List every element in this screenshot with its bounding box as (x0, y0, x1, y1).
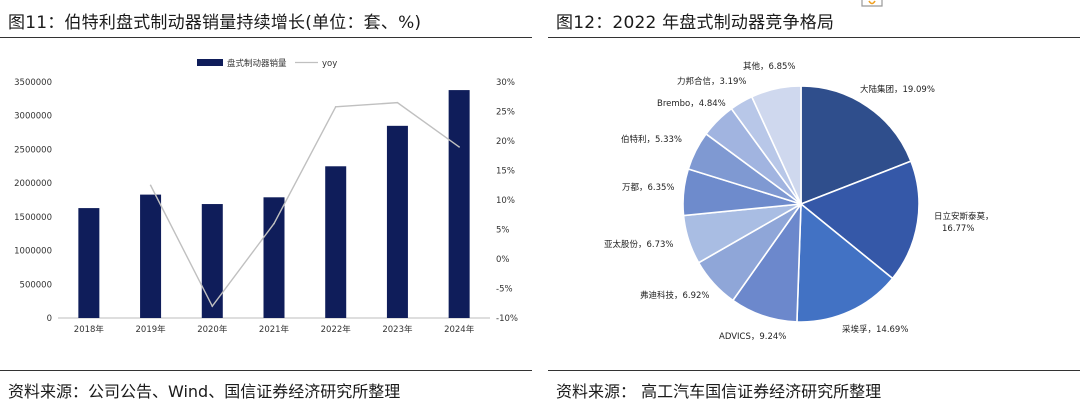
x-tick-label: 2020年 (197, 324, 228, 335)
x-tick-label: 2022年 (321, 324, 352, 335)
legend-bar-label: 盘式制动器销量 (227, 58, 287, 69)
pie-slice (800, 85, 912, 206)
pie-slice-label: 其他，6.85% (743, 61, 796, 72)
pie-slice-label: 采埃孚，14.69% (842, 324, 908, 335)
pie-slice-label: 大陆集团，19.09% (860, 84, 935, 95)
y2-tick-label: 5% (496, 226, 510, 236)
pie-slice-label: ADVICS，9.24% (719, 332, 786, 342)
y2-tick-label: 0% (496, 255, 510, 265)
y-tick-label: 2000000 (14, 179, 52, 189)
y2-tick-label: 30% (496, 78, 515, 88)
x-tick-label: 2023年 (382, 324, 413, 335)
y-tick-label: 2500000 (14, 145, 52, 155)
sales-bar (386, 125, 408, 318)
share-figure-panel: 图12：2022 年盘式制动器竞争格局 大陆集团，19.09% 日立安斯泰莫， 16… (548, 0, 1080, 408)
y2-tick-label: 20% (496, 137, 515, 147)
y2-tick-label: 15% (496, 167, 515, 177)
pie-slice-label: 亚太股份，6.73% (604, 239, 674, 250)
pie-slice (750, 85, 802, 205)
share-source-rule (548, 370, 1080, 371)
x-tick-label: 2021年 (259, 324, 290, 335)
brand-logo-fragment (861, 0, 883, 7)
yoy-point (334, 105, 337, 108)
y-tick-label: 1500000 (14, 213, 52, 223)
share-pie-chart: 大陆集团，19.09% 日立安斯泰莫， 16.77% 采埃孚，14.69% ADVICS… (604, 61, 994, 342)
sales-figure-title: 图11：伯特利盘式制动器销量持续增长(单位：套、%) (8, 13, 422, 33)
sales-title-rule (0, 37, 532, 38)
yoy-point (149, 184, 152, 187)
y-tick-label: 3000000 (14, 112, 52, 122)
yoy-point (273, 222, 275, 225)
y2-tick-label: 25% (496, 108, 515, 118)
y2-tick-label: -5% (496, 285, 513, 295)
pie-slice-label: 伯特利，5.33% (621, 134, 682, 145)
y2-tick-label: 10% (496, 196, 515, 206)
chart-legend: 盘式制动器销量 yoy (197, 58, 337, 69)
y-tick-label: 1000000 (14, 247, 52, 257)
yoy-point (211, 305, 214, 308)
x-tick-label: 2018年 (74, 324, 105, 335)
pie-slice-label: 弗迪科技，6.92% (640, 290, 710, 301)
x-tick-label: 2019年 (136, 324, 167, 335)
pie-slice-label: 万都，6.35% (622, 183, 675, 193)
y-tick-label: 500000 (20, 280, 52, 290)
legend-line-label: yoy (322, 59, 337, 69)
legend-bar-swatch (197, 59, 223, 66)
yoy-point (396, 101, 399, 104)
pie-slice-label: 日立安斯泰莫， 16.77% (934, 211, 994, 234)
sales-bar (263, 197, 285, 318)
pie-slice (799, 160, 920, 280)
sales-source-rule (0, 370, 532, 371)
sales-bar (201, 204, 223, 318)
share-figure-title: 图12：2022 年盘式制动器竞争格局 (556, 13, 835, 33)
sales-figure-panel: 图11：伯特利盘式制动器销量持续增长(单位：套、%) 盘式制动器销量 yoy 0 50… (0, 0, 532, 408)
pie-slice (796, 202, 894, 323)
sales-source-note: 资料来源：公司公告、Wind、国信证券经济研究所整理 (8, 382, 401, 401)
pie-slice-label: 力邦合信，3.19% (677, 76, 747, 87)
y-tick-label: 3500000 (14, 78, 52, 88)
sales-bar (448, 90, 470, 318)
sales-bar (325, 166, 347, 318)
y2-tick-label: -10% (496, 314, 518, 324)
pie-slice-label: Brembo，4.84% (657, 99, 726, 109)
share-source-note: 资料来源： 高工汽车国信证券经济研究所整理 (556, 382, 882, 401)
share-title-rule (548, 37, 1080, 38)
yoy-point (458, 146, 460, 148)
y-tick-label: 0 (47, 314, 52, 324)
yoy-line (149, 101, 460, 308)
sales-bar-line-chart: 盘式制动器销量 yoy 0 500000 1000000 1500000 2000000 25… (14, 58, 518, 335)
sales-bar (140, 194, 162, 318)
sales-bar (78, 208, 100, 318)
x-tick-label: 2024年 (444, 324, 475, 335)
